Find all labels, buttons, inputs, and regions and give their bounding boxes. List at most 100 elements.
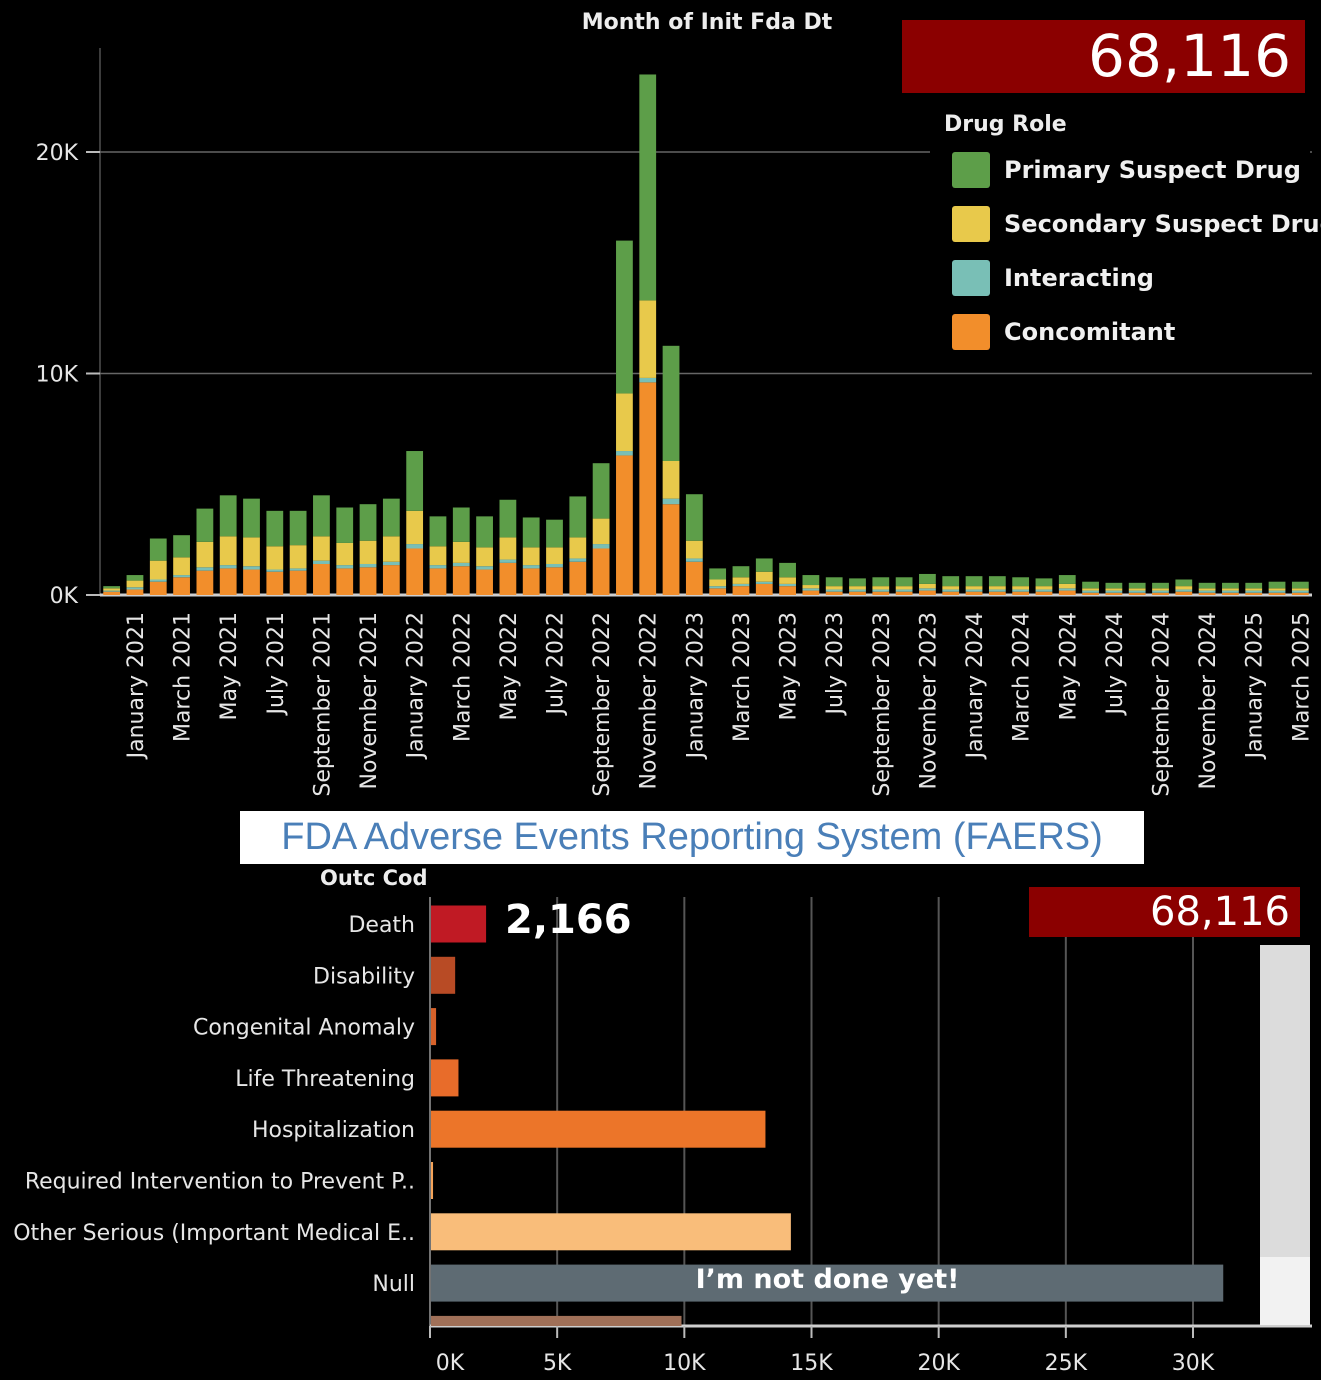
bar-segment-primary-suspect-drug[interactable]	[825, 577, 843, 587]
bar-segment-concomitant[interactable]	[499, 562, 517, 595]
bar-segment-interacting[interactable]	[289, 568, 307, 571]
bar-segment-primary-suspect-drug[interactable]	[359, 504, 377, 541]
bar-segment-primary-suspect-drug[interactable]	[639, 74, 657, 301]
bar-segment-secondary-suspect-drug[interactable]	[1291, 588, 1309, 591]
bar-segment-primary-suspect-drug[interactable]	[103, 586, 121, 589]
bar-segment-secondary-suspect-drug[interactable]	[802, 585, 820, 589]
bar-segment-concomitant[interactable]	[732, 586, 750, 595]
bar-segment-secondary-suspect-drug[interactable]	[476, 547, 493, 567]
bar-segment-primary-suspect-drug[interactable]	[1105, 582, 1123, 589]
bar-segment-concomitant[interactable]	[569, 561, 587, 595]
bar-segment-primary-suspect-drug[interactable]	[1058, 575, 1076, 584]
bar-segment-secondary-suspect-drug[interactable]	[219, 536, 237, 566]
bar-segment-interacting[interactable]	[1105, 590, 1123, 593]
bar-segment-concomitant[interactable]	[1222, 592, 1239, 595]
bar-segment-secondary-suspect-drug[interactable]	[755, 571, 773, 582]
bar-segment-secondary-suspect-drug[interactable]	[1268, 588, 1286, 591]
bar-segment-interacting[interactable]	[592, 544, 610, 549]
bar-segment-primary-suspect-drug[interactable]	[942, 576, 960, 587]
bar-segment-concomitant[interactable]	[476, 569, 493, 595]
bar-segment-primary-suspect-drug[interactable]	[1268, 581, 1286, 589]
bar-segment-secondary-suspect-drug[interactable]	[499, 537, 517, 560]
bar-segment-primary-suspect-drug[interactable]	[243, 498, 260, 538]
bar-segment-secondary-suspect-drug[interactable]	[546, 547, 563, 564]
bar-segment-concomitant[interactable]	[522, 568, 540, 595]
bar-segment-concomitant[interactable]	[196, 570, 214, 595]
bar-segment-primary-suspect-drug[interactable]	[965, 576, 983, 587]
bar-segment-interacting[interactable]	[919, 588, 936, 591]
bar-segment-concomitant[interactable]	[919, 590, 936, 595]
outcome-bar[interactable]	[431, 1264, 1224, 1302]
bar-segment-secondary-suspect-drug[interactable]	[732, 577, 750, 584]
bar-segment-primary-suspect-drug[interactable]	[592, 463, 610, 519]
bar-segment-interacting[interactable]	[1291, 590, 1309, 593]
bar-segment-primary-suspect-drug[interactable]	[1082, 581, 1099, 589]
bar-segment-interacting[interactable]	[1128, 590, 1146, 593]
bar-segment-primary-suspect-drug[interactable]	[1175, 579, 1193, 587]
bar-segment-interacting[interactable]	[1222, 590, 1239, 593]
bar-segment-secondary-suspect-drug[interactable]	[1105, 588, 1123, 591]
bar-segment-interacting[interactable]	[359, 563, 377, 568]
bar-segment-secondary-suspect-drug[interactable]	[1012, 586, 1030, 590]
scrollbar-thumb[interactable]	[1260, 945, 1310, 1257]
bar-segment-interacting[interactable]	[266, 569, 284, 572]
bar-segment-interacting[interactable]	[988, 589, 1006, 592]
bar-segment-primary-suspect-drug[interactable]	[406, 451, 424, 511]
bar-segment-concomitant[interactable]	[382, 565, 400, 595]
bar-segment-interacting[interactable]	[779, 583, 796, 587]
bar-segment-primary-suspect-drug[interactable]	[895, 577, 913, 587]
bar-segment-primary-suspect-drug[interactable]	[1198, 582, 1216, 589]
bar-segment-concomitant[interactable]	[429, 568, 447, 595]
bar-segment-primary-suspect-drug[interactable]	[476, 516, 493, 548]
bar-segment-primary-suspect-drug[interactable]	[732, 566, 750, 578]
bar-segment-concomitant[interactable]	[406, 548, 424, 595]
bar-segment-concomitant[interactable]	[662, 504, 680, 595]
bar-segment-secondary-suspect-drug[interactable]	[1035, 586, 1053, 590]
bar-segment-primary-suspect-drug[interactable]	[988, 576, 1006, 587]
bar-segment-primary-suspect-drug[interactable]	[149, 538, 167, 561]
bar-segment-primary-suspect-drug[interactable]	[499, 499, 517, 538]
bar-segment-interacting[interactable]	[1082, 590, 1099, 593]
bar-segment-concomitant[interactable]	[1012, 591, 1030, 595]
bar-segment-primary-suspect-drug[interactable]	[196, 508, 214, 542]
bar-segment-interacting[interactable]	[895, 589, 913, 592]
bar-segment-concomitant[interactable]	[988, 591, 1006, 595]
bar-segment-concomitant[interactable]	[219, 568, 237, 595]
bar-segment-secondary-suspect-drug[interactable]	[359, 540, 377, 564]
bar-segment-primary-suspect-drug[interactable]	[546, 519, 563, 548]
bar-segment-primary-suspect-drug[interactable]	[313, 495, 330, 537]
outcome-bar[interactable]	[431, 1059, 459, 1097]
bar-segment-primary-suspect-drug[interactable]	[1245, 582, 1263, 589]
outcome-bar[interactable]	[431, 1110, 766, 1148]
bar-segment-concomitant[interactable]	[289, 570, 307, 595]
outcome-bar[interactable]	[431, 905, 487, 943]
bar-segment-secondary-suspect-drug[interactable]	[196, 541, 214, 568]
bar-segment-secondary-suspect-drug[interactable]	[406, 510, 424, 545]
bar-segment-secondary-suspect-drug[interactable]	[825, 586, 843, 590]
bar-segment-secondary-suspect-drug[interactable]	[685, 540, 703, 559]
bar-segment-interacting[interactable]	[709, 586, 727, 589]
bar-segment-secondary-suspect-drug[interactable]	[592, 518, 610, 545]
bar-segment-interacting[interactable]	[942, 589, 960, 592]
bar-segment-secondary-suspect-drug[interactable]	[289, 545, 307, 569]
bar-segment-interacting[interactable]	[243, 566, 260, 570]
bar-segment-concomitant[interactable]	[266, 571, 284, 595]
bar-segment-secondary-suspect-drug[interactable]	[1082, 588, 1099, 591]
bar-segment-secondary-suspect-drug[interactable]	[988, 586, 1006, 590]
bar-segment-concomitant[interactable]	[942, 591, 960, 595]
bar-segment-primary-suspect-drug[interactable]	[662, 345, 680, 461]
bar-segment-interacting[interactable]	[196, 567, 214, 571]
bar-segment-secondary-suspect-drug[interactable]	[895, 586, 913, 590]
bar-segment-concomitant[interactable]	[1152, 592, 1169, 595]
bar-segment-primary-suspect-drug[interactable]	[289, 510, 307, 546]
bar-segment-primary-suspect-drug[interactable]	[1152, 582, 1169, 589]
bar-segment-interacting[interactable]	[639, 377, 657, 383]
bar-segment-interacting[interactable]	[755, 581, 773, 584]
bar-segment-interacting[interactable]	[1245, 590, 1263, 593]
bar-segment-primary-suspect-drug[interactable]	[219, 495, 237, 537]
bar-segment-primary-suspect-drug[interactable]	[522, 517, 540, 548]
bar-segment-concomitant[interactable]	[126, 589, 144, 595]
bar-segment-secondary-suspect-drug[interactable]	[336, 542, 354, 566]
bar-segment-interacting[interactable]	[522, 565, 540, 569]
outcome-bar[interactable]	[431, 1162, 434, 1199]
